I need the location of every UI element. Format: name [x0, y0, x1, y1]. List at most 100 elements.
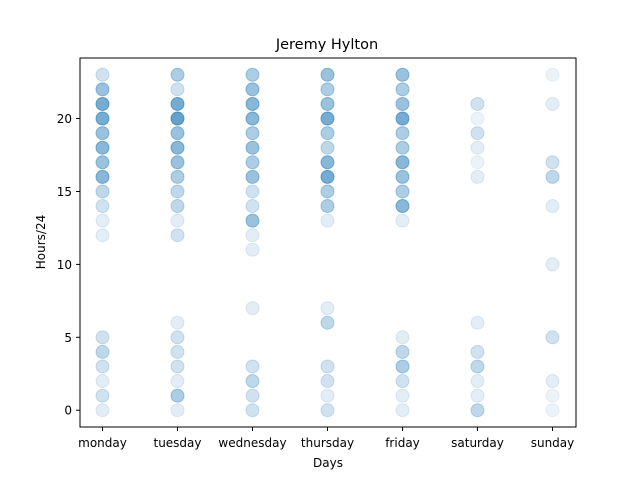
data-point [395, 213, 410, 228]
data-point [245, 359, 260, 374]
x-tick-label: thursday [301, 436, 354, 450]
y-tick-label: 20 [57, 112, 72, 126]
data-point [170, 155, 185, 170]
data-point [95, 388, 110, 403]
data-point [395, 388, 410, 403]
data-point [95, 111, 110, 126]
data-point [395, 67, 410, 82]
data-point [470, 126, 485, 141]
y-tick-label: 10 [57, 258, 72, 272]
data-point [170, 344, 185, 359]
data-point [95, 67, 110, 82]
data-point [245, 242, 260, 257]
data-point [95, 374, 110, 389]
data-point [170, 403, 185, 418]
data-point [470, 155, 485, 170]
data-point [170, 82, 185, 97]
data-point [245, 184, 260, 199]
data-point [95, 330, 110, 345]
data-point [245, 126, 260, 141]
data-point [395, 184, 410, 199]
data-point [545, 257, 560, 272]
data-point [245, 213, 260, 228]
data-point [395, 111, 410, 126]
data-point [245, 301, 260, 316]
x-tick-label: wednesday [218, 436, 286, 450]
data-point [395, 155, 410, 170]
data-point [395, 140, 410, 155]
data-point [170, 374, 185, 389]
data-point [320, 111, 335, 126]
data-point [470, 374, 485, 389]
data-point [170, 228, 185, 243]
data-point [320, 315, 335, 330]
data-point [245, 374, 260, 389]
data-point [245, 140, 260, 155]
data-point [170, 315, 185, 330]
data-point [320, 82, 335, 97]
data-point [395, 359, 410, 374]
data-point [170, 388, 185, 403]
data-point [320, 184, 335, 199]
data-point [395, 82, 410, 97]
data-point [170, 213, 185, 228]
data-point [395, 199, 410, 214]
data-point [320, 359, 335, 374]
x-tick-label: sunday [531, 436, 575, 450]
data-point [470, 344, 485, 359]
data-point [320, 169, 335, 184]
data-point [470, 169, 485, 184]
data-point [395, 330, 410, 345]
data-point [170, 359, 185, 374]
y-axis-ticks: 0 5 10 15 20 [57, 112, 80, 418]
data-point [95, 169, 110, 184]
data-point [470, 359, 485, 374]
data-point [470, 388, 485, 403]
y-axis-label: Hours/24 [34, 215, 48, 269]
data-point [245, 96, 260, 111]
data-point [95, 96, 110, 111]
data-point [470, 111, 485, 126]
data-point [95, 140, 110, 155]
data-point [245, 228, 260, 243]
data-point [320, 96, 335, 111]
x-tick-label: saturday [451, 436, 504, 450]
data-point [170, 96, 185, 111]
data-point [95, 403, 110, 418]
data-point [245, 169, 260, 184]
data-point [545, 388, 560, 403]
data-point [470, 140, 485, 155]
data-point [470, 403, 485, 418]
data-point [170, 126, 185, 141]
data-point [395, 126, 410, 141]
data-point [170, 169, 185, 184]
data-point [245, 82, 260, 97]
data-point [395, 374, 410, 389]
data-point [395, 169, 410, 184]
data-point [95, 184, 110, 199]
data-point [245, 199, 260, 214]
data-point [395, 96, 410, 111]
data-point [95, 228, 110, 243]
data-point [170, 199, 185, 214]
chart-title: Jeremy Hylton [275, 37, 378, 53]
y-tick-label: 5 [64, 331, 72, 345]
data-point [545, 155, 560, 170]
data-point [245, 111, 260, 126]
data-point [545, 199, 560, 214]
data-point [545, 96, 560, 111]
data-point [170, 111, 185, 126]
data-points [95, 67, 560, 418]
data-point [320, 140, 335, 155]
data-point [95, 213, 110, 228]
data-point [470, 315, 485, 330]
data-point [170, 140, 185, 155]
data-point [395, 403, 410, 418]
data-point [245, 67, 260, 82]
data-point [320, 199, 335, 214]
data-point [95, 199, 110, 214]
data-point [170, 184, 185, 199]
data-point [170, 67, 185, 82]
data-point [320, 388, 335, 403]
data-point [320, 374, 335, 389]
